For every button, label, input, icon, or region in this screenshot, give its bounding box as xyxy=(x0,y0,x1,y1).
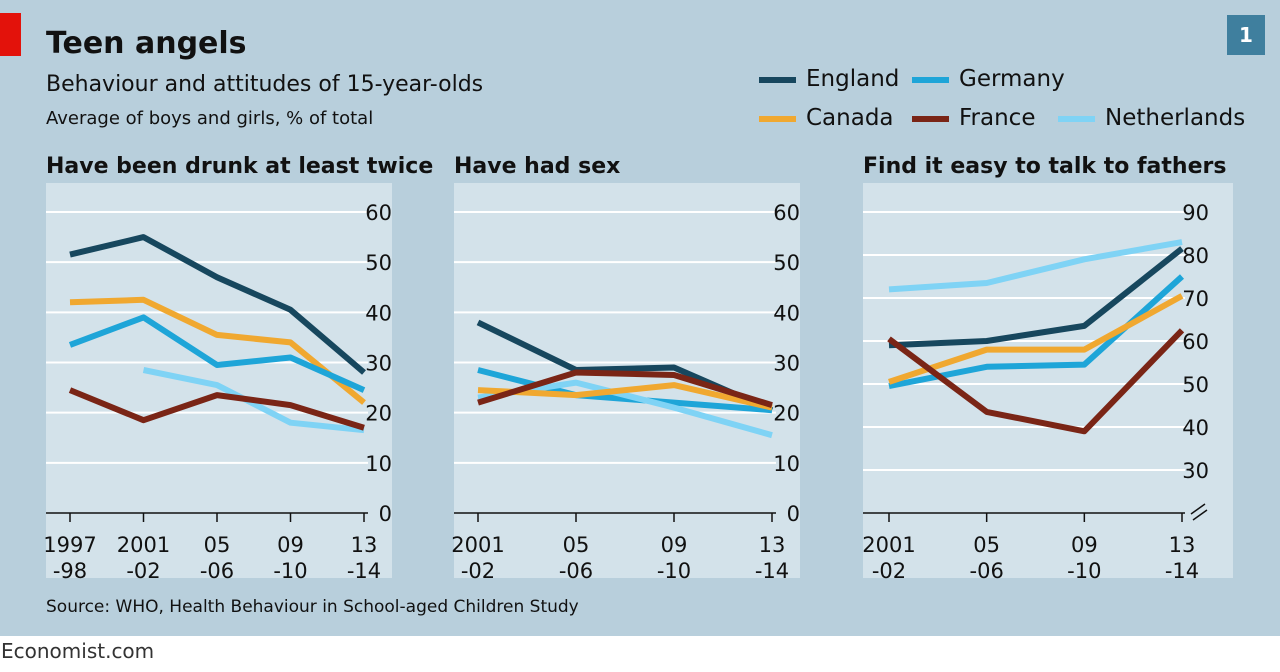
chart-title: Teen angels xyxy=(46,26,247,61)
panel3-ytick-label-80: 80 xyxy=(1182,244,1209,268)
panel3-xtick-label-1-line2: -06 xyxy=(970,559,1004,583)
legend-swatch-netherlands xyxy=(1058,116,1095,122)
panel1-ytick-label-40: 40 xyxy=(365,301,392,325)
panel1-xtick-label-1-line1: 2001 xyxy=(117,533,170,557)
panel1-ytick-label-0: 0 xyxy=(379,502,392,526)
chart-subtitle: Behaviour and attitudes of 15-year-olds xyxy=(46,72,484,97)
panel2-xtick-label-2-line2: -10 xyxy=(657,559,691,583)
legend-swatch-england xyxy=(759,77,796,83)
panel2-xtick-label-2-line1: 09 xyxy=(661,533,688,557)
panel2-xtick-label-3-line2: -14 xyxy=(755,559,789,583)
panel1-series-germany xyxy=(68,314,366,393)
legend-swatch-canada xyxy=(759,116,796,122)
panel-title-drunk: Have been drunk at least twice xyxy=(46,154,434,179)
panel1-series-france xyxy=(68,387,365,431)
panel3-ytick-label-30: 30 xyxy=(1182,459,1209,483)
panel2-ytick-label-20: 20 xyxy=(773,402,800,426)
panel1-series-england xyxy=(69,234,366,375)
panel3-series-netherlands xyxy=(888,239,1183,293)
panel3-xtick-label-2-line2: -10 xyxy=(1067,559,1101,583)
legend-swatch-germany xyxy=(912,77,949,83)
panel3-axis-break-icon xyxy=(1190,503,1208,521)
panel3-ytick-label-50: 50 xyxy=(1182,373,1209,397)
panel1-xtick-label-0-line2: -98 xyxy=(53,559,87,583)
legend-label-germany: Germany xyxy=(959,66,1065,92)
panel3-series-canada xyxy=(888,293,1184,385)
panel2-series-germany xyxy=(477,367,773,414)
panel3-ytick-label-70: 70 xyxy=(1182,287,1209,311)
panel1-ytick-label-30: 30 xyxy=(365,352,392,376)
panel3-series-england xyxy=(888,246,1184,349)
panel2-ytick-label-10: 10 xyxy=(773,452,800,476)
panel2-ytick-label-40: 40 xyxy=(773,301,800,325)
panel-title-sex: Have had sex xyxy=(454,154,621,179)
panel1-xtick-label-4-line2: -14 xyxy=(347,559,381,583)
legend-label-netherlands: Netherlands xyxy=(1105,105,1246,131)
brand-red-tab xyxy=(0,13,21,56)
panel3-xtick-label-2-line1: 09 xyxy=(1071,533,1098,557)
legend-label-england: England xyxy=(806,66,900,92)
chart-unit-note: Average of boys and girls, % of total xyxy=(46,108,374,129)
panel2-group: 0 10 20 30 40 50 60 2001-02 05-06 09-10 13-14 xyxy=(451,183,800,583)
panel3-xtick-label-0-line1: 2001 xyxy=(862,533,915,557)
panel1-ytick-label-10: 10 xyxy=(365,452,392,476)
panel2-ytick-label-0: 0 xyxy=(787,502,800,526)
panel2-xtick-label-0-line1: 2001 xyxy=(451,533,504,557)
panel3-ytick-label-90: 90 xyxy=(1182,201,1209,225)
panel3-ytick-label-60: 60 xyxy=(1182,330,1209,354)
panel2-series-canada xyxy=(477,382,773,411)
panel3-group: 30 40 50 60 70 80 90 2001-02 05-06 09-10 13-14 xyxy=(862,183,1233,583)
footer-credit: Economist.com xyxy=(1,639,155,663)
panel1-group: 0 10 20 30 40 50 60 1997-98 2001-02 05-06 09-10 13-… xyxy=(43,183,392,583)
panel2-xtick-label-1-line1: 05 xyxy=(563,533,590,557)
panel2-xtick-label-0-line2: -02 xyxy=(461,559,495,583)
panel3-xtick-label-3-line2: -14 xyxy=(1165,559,1199,583)
panel3-xtick-label-3-line1: 13 xyxy=(1169,533,1196,557)
panel-title-fathers: Find it easy to talk to fathers xyxy=(863,154,1227,179)
panel3-xtick-label-1-line1: 05 xyxy=(973,533,1000,557)
panel2-xtick-label-3-line1: 13 xyxy=(759,533,786,557)
panel1-xtick-label-2-line2: -06 xyxy=(200,559,234,583)
panel1-xtick-label-4-line1: 13 xyxy=(351,533,378,557)
panel3-series-france xyxy=(887,328,1185,435)
panel1-xtick-label-0-line1: 1997 xyxy=(43,533,96,557)
panel1-ytick-label-60: 60 xyxy=(365,201,392,225)
source-note: Source: WHO, Health Behaviour in School-… xyxy=(46,597,579,617)
legend-swatch-france xyxy=(912,116,949,122)
panel2-series-france xyxy=(477,369,773,408)
panel2-plot-area xyxy=(454,183,800,578)
chart-number-badge: 1 xyxy=(1227,15,1265,55)
panel2-ytick-label-60: 60 xyxy=(773,201,800,225)
panel1-xtick-label-2-line1: 05 xyxy=(204,533,231,557)
panel1-xtick-label-3-line2: -10 xyxy=(273,559,307,583)
panel3-ytick-label-40: 40 xyxy=(1182,416,1209,440)
legend-label-france: France xyxy=(959,105,1036,131)
panel1-series-netherlands xyxy=(142,367,365,434)
panel2-xtick-label-1-line2: -06 xyxy=(559,559,593,583)
panel3-xtick-label-0-line2: -02 xyxy=(872,559,906,583)
panel1-series-canada xyxy=(69,296,366,405)
panel2-ytick-label-50: 50 xyxy=(773,251,800,275)
panel1-ytick-label-20: 20 xyxy=(365,402,392,426)
panel2-ytick-label-30: 30 xyxy=(773,352,800,376)
panel1-xtick-label-3-line1: 09 xyxy=(277,533,304,557)
panel1-xtick-label-1-line2: -02 xyxy=(126,559,160,583)
panel1-ytick-label-50: 50 xyxy=(365,251,392,275)
legend-label-canada: Canada xyxy=(806,105,894,131)
